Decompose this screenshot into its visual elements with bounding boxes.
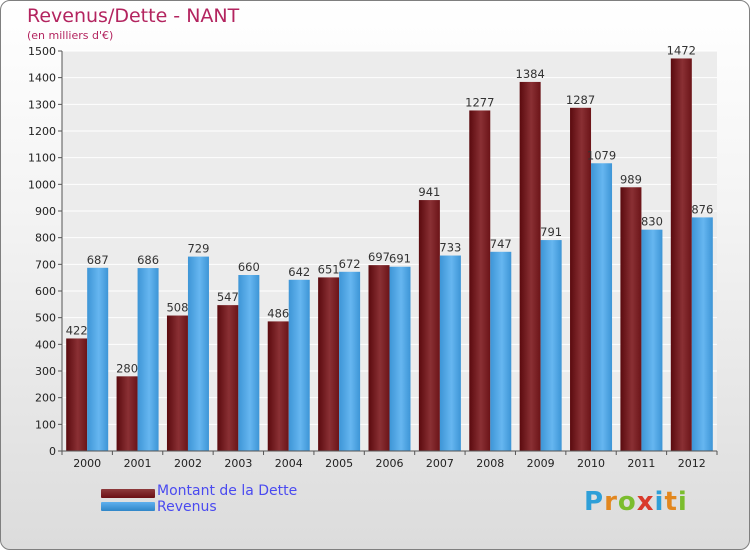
y-tick-label: 500 [35,312,56,325]
y-tick-label: 700 [35,258,56,271]
y-tick-label: 400 [35,338,56,351]
data-label: 876 [691,202,713,216]
data-label: 508 [166,301,188,315]
legend-label-revenus: Revenus [157,499,217,515]
brand-letter: o [617,487,637,517]
bar-revenus [87,267,109,451]
legend-swatch-revenus [101,502,155,511]
brand-letter: t [664,487,678,517]
bar-dette [318,277,340,451]
data-label: 791 [540,225,562,239]
bar-dette [519,81,541,451]
data-label: 989 [620,172,642,186]
bar-revenus [288,279,310,451]
data-label: 729 [187,242,209,256]
x-tick-label: 2003 [224,457,252,470]
data-label: 660 [238,260,260,274]
y-tick-label: 200 [35,392,56,405]
data-label: 1079 [587,148,616,162]
legend-swatch-dette [101,489,155,498]
brand-letter: i [654,487,665,517]
data-label: 672 [339,257,361,271]
bar-revenus [137,268,159,451]
x-tick-label: 2009 [527,457,555,470]
data-label: 422 [66,323,88,337]
x-tick-label: 2002 [174,457,202,470]
bar-revenus [591,163,613,451]
bar-revenus [339,271,361,451]
bar-revenus [490,251,512,451]
data-label: 280 [116,361,138,375]
bar-dette [368,265,390,451]
y-tick-label: 300 [35,365,56,378]
bar-revenus [238,275,260,451]
y-tick-label: 100 [35,418,56,431]
x-tick-label: 2005 [325,457,353,470]
y-tick-label: 600 [35,285,56,298]
x-tick-label: 2012 [678,457,706,470]
y-tick-label: 900 [35,205,56,218]
y-tick-label: 0 [49,445,56,458]
x-tick-label: 2011 [627,457,655,470]
y-tick-label: 1100 [28,152,56,165]
bar-dette [217,305,239,451]
chart-subtitle: (en milliers d'€) [27,29,114,42]
data-label: 1472 [667,43,696,57]
data-label: 1277 [465,95,494,109]
data-label: 547 [217,290,239,304]
x-tick-label: 2004 [275,457,303,470]
y-tick-label: 1000 [28,178,56,191]
data-label: 642 [288,265,310,279]
brand-letter: r [604,487,618,517]
brand-letter: i [677,487,688,517]
bar-dette [66,338,88,451]
data-label: 830 [641,215,663,229]
data-label: 691 [389,252,411,266]
data-label: 747 [490,237,512,251]
bar-revenus [641,229,663,451]
y-tick-label: 1400 [28,72,56,85]
x-tick-label: 2010 [577,457,605,470]
y-tick-label: 1300 [28,98,56,111]
x-tick-label: 2000 [73,457,101,470]
x-tick-label: 2007 [426,457,454,470]
data-label: 686 [137,253,159,267]
y-tick-label: 1500 [28,45,56,58]
bar-revenus [389,266,411,451]
bar-dette [116,376,138,451]
bar-dette [469,110,491,451]
bar-dette [670,58,692,451]
bar-revenus [187,256,209,451]
brand-logo: Proxiti [584,487,688,517]
x-tick-label: 2006 [376,457,404,470]
data-label: 687 [87,253,109,267]
data-label: 1287 [566,93,595,107]
data-label: 941 [418,185,440,199]
brand-letter: P [584,487,605,517]
bar-dette [570,107,592,452]
bar-revenus [540,240,562,451]
bar-dette [267,321,289,451]
data-label: 733 [439,241,461,255]
legend-label-dette: Montant de la Dette [157,483,298,499]
data-label: 486 [267,306,289,320]
data-label: 1384 [516,67,545,81]
bar-dette [418,200,440,451]
bar-revenus [691,217,713,451]
bar-dette [620,187,642,451]
data-label: 697 [368,250,390,264]
bar-revenus [439,255,461,451]
chart-title: Revenus/Dette - NANT [27,5,240,27]
x-tick-label: 2008 [476,457,504,470]
bar-dette [166,315,188,451]
y-tick-label: 800 [35,232,56,245]
data-label: 651 [318,262,340,276]
y-tick-label: 1200 [28,125,56,138]
x-tick-label: 2001 [124,457,152,470]
brand-letter: x [636,487,655,517]
